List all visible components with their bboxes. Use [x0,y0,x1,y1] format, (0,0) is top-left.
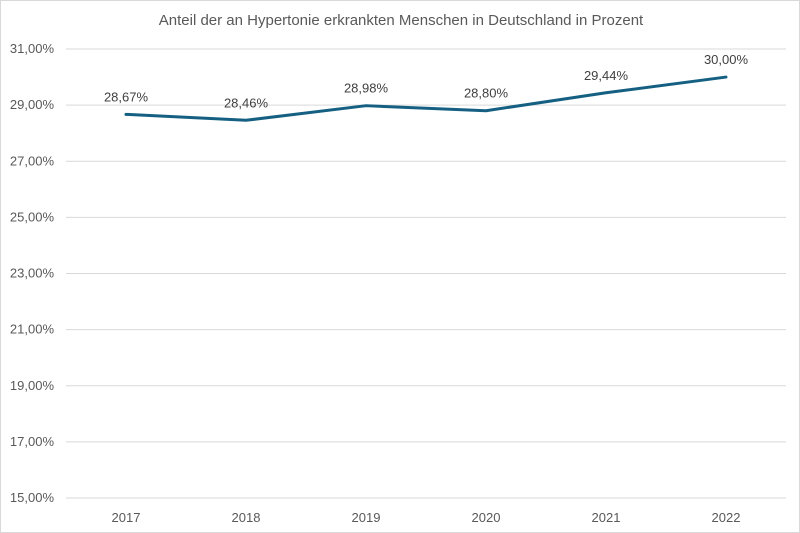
data-label: 28,98% [344,81,389,96]
y-tick-label: 31,00% [10,41,55,56]
x-tick-label: 2022 [712,510,741,525]
x-axis-ticks: 2017 2018 2019 2020 2021 2022 [112,510,741,525]
y-tick-label: 17,00% [10,434,55,449]
data-label: 29,44% [584,68,629,83]
gridlines [66,48,786,499]
y-tick-label: 29,00% [10,97,55,112]
data-label: 28,46% [224,95,269,110]
y-tick-label: 27,00% [10,153,55,168]
chart-title: Anteil der an Hypertonie erkrankten Mens… [159,12,644,29]
data-labels: 28,67% 28,46% 28,98% 28,80% 29,44% 30,00% [104,52,749,110]
x-tick-label: 2019 [352,510,381,525]
series-layer [124,75,728,122]
y-tick-label: 21,00% [10,322,55,337]
data-label: 28,67% [104,89,149,104]
y-tick-label: 19,00% [10,378,55,393]
x-tick-label: 2021 [592,510,621,525]
y-axis-ticks: 15,00% 17,00% 19,00% 21,00% 23,00% 25,00% 27,0… [10,41,55,505]
data-label: 28,80% [464,86,509,101]
data-label: 30,00% [704,52,749,67]
series-line [124,75,728,122]
y-tick-label: 25,00% [10,209,55,224]
x-tick-label: 2018 [232,510,261,525]
y-tick-label: 23,00% [10,266,55,281]
x-tick-label: 2020 [472,510,501,525]
y-tick-label: 15,00% [10,490,55,505]
x-tick-label: 2017 [112,510,141,525]
